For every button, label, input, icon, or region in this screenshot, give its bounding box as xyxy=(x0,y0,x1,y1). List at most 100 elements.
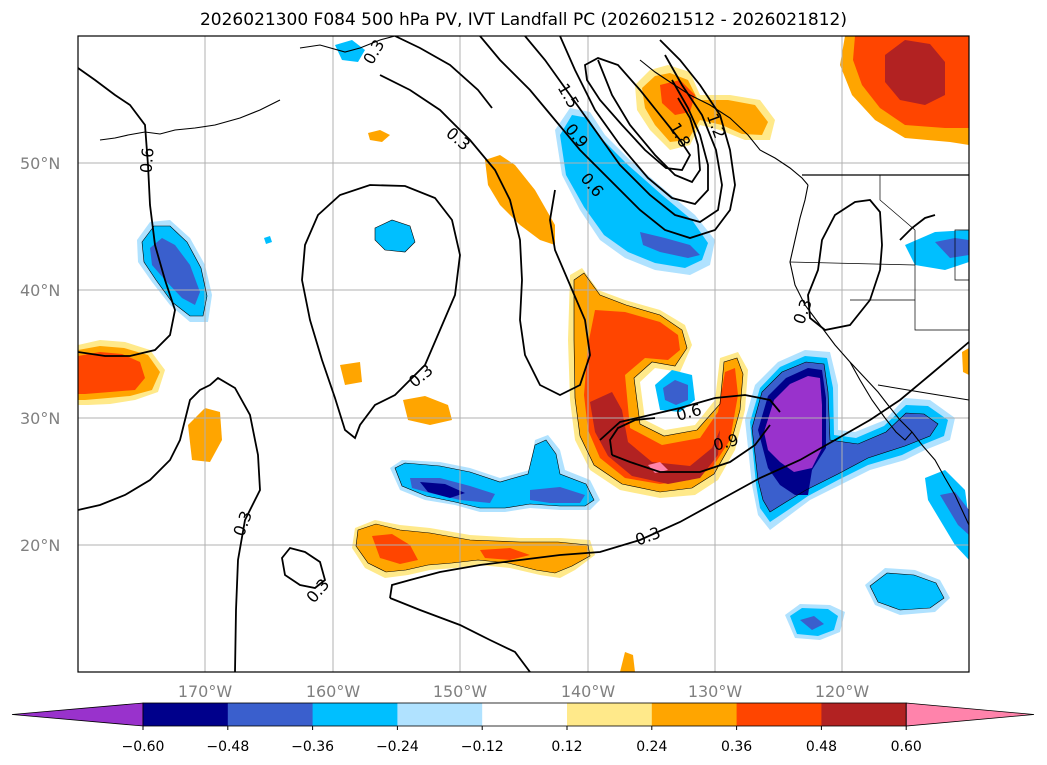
contour-inner-arc xyxy=(609,417,656,456)
colorbar-extend-high xyxy=(905,702,1035,727)
contour-label: 0.3 xyxy=(302,575,333,607)
colorbar-tick-label: 0.24 xyxy=(636,739,667,755)
contour-north-trough-3 xyxy=(559,36,709,206)
anomaly-hawaii-positive-mid xyxy=(372,534,530,564)
anomaly-outlines xyxy=(141,219,945,611)
contour-label: 0.3 xyxy=(359,36,388,68)
contour-south-long xyxy=(389,341,969,599)
contour-north-trough-6 xyxy=(394,36,493,109)
map-frame xyxy=(77,35,970,673)
anomaly-small-positive-b xyxy=(340,362,362,385)
contour-south-return xyxy=(389,597,531,672)
colorbar-tick-label: −0.48 xyxy=(206,739,249,755)
anomaly-westedge-positive-dark xyxy=(78,352,145,394)
colorbar-segment xyxy=(821,703,907,726)
contour-land xyxy=(807,199,883,331)
colorbar-segment xyxy=(143,703,229,726)
anomaly-midpacific-positive xyxy=(485,155,555,245)
anomaly-ne-positive-dark xyxy=(885,40,945,105)
contour-big-loop xyxy=(379,74,591,397)
contour-north-trough-1 xyxy=(479,36,736,239)
contour-label: 0.3 xyxy=(229,508,256,538)
anomaly-bc-coast-positive-mid xyxy=(642,73,768,142)
lat-label-30n: 30°N xyxy=(20,409,60,428)
contour-label: 0.3 xyxy=(633,523,663,550)
longitude-labels: 170°W 160°W 150°W 140°W 130°W 120°W xyxy=(178,682,870,701)
lon-label-170w: 170°W xyxy=(178,682,233,701)
lon-label-150w: 150°W xyxy=(433,682,488,701)
contour-north-trough-4 xyxy=(597,59,701,184)
outline-hawaii xyxy=(355,523,591,574)
anomaly-west-negative-b xyxy=(375,220,415,252)
colorbar-segment xyxy=(482,703,568,726)
bc-coast xyxy=(639,59,809,186)
outline-south-b xyxy=(869,572,945,611)
anomaly-subtropical-negative-dark xyxy=(420,482,465,498)
anomaly-south-negative-b-light xyxy=(870,573,944,610)
colorbar-tick-label: 0.12 xyxy=(551,739,582,755)
contour-west-tongue xyxy=(301,184,461,440)
outline-baja xyxy=(751,361,939,513)
contour-north-trough-2 xyxy=(524,36,723,223)
contour-land-east xyxy=(899,214,936,241)
contour-far-west xyxy=(78,67,176,357)
colorbar-tick-label: 0.60 xyxy=(891,739,922,755)
baja-peninsula xyxy=(849,361,913,441)
colorbar-segment xyxy=(567,703,653,726)
anomaly-south-positive xyxy=(620,652,635,672)
graticule xyxy=(78,36,969,672)
lon-label-130w: 130°W xyxy=(688,682,743,701)
country-border-us-mexico xyxy=(877,384,969,401)
anomaly-west-negative-a-mid xyxy=(150,238,200,305)
colorbar-extend-low xyxy=(11,702,144,727)
contour-label: 0.6 xyxy=(136,147,157,174)
anomaly-baja-negative-strong xyxy=(764,376,822,472)
colorbar-tick-label: 0.36 xyxy=(721,739,752,755)
anomaly-pnw-negative-mid xyxy=(640,232,700,258)
colorbar-segment xyxy=(312,703,398,726)
colorbar-tick-label: −0.24 xyxy=(376,739,419,755)
alaska-coast xyxy=(299,36,396,53)
colorbar-segment xyxy=(651,703,738,726)
contour-sw-1 xyxy=(78,376,261,672)
shaded-anomaly-fields xyxy=(78,36,969,672)
outline-west-b xyxy=(374,219,416,253)
lat-label-20n: 20°N xyxy=(20,536,60,555)
outline-west-a xyxy=(141,225,208,317)
colorbar-segment xyxy=(227,703,314,726)
coastlines xyxy=(99,36,969,526)
colorbar-tick-label: −0.12 xyxy=(461,739,504,755)
anomaly-great-basin-negative-mid xyxy=(935,238,969,258)
map-panel: 0.6 0.3 0.3 0.3 0.3 0.3 0.6 0.9 0.3 1.5 … xyxy=(78,36,969,672)
anomaly-eastedge-positive xyxy=(962,348,969,375)
anomaly-south-negative-a-mid xyxy=(800,616,824,630)
state-borders xyxy=(789,175,969,331)
colorbar-segment xyxy=(397,703,483,726)
map-title: 2026021300 F084 500 hPa PV, IVT Landfall… xyxy=(199,10,847,30)
anomaly-small-positive-a xyxy=(368,130,390,142)
contour-label: 0.3 xyxy=(789,296,816,326)
latitude-labels: 50°N 40°N 30°N 20°N xyxy=(20,154,60,555)
outline-central xyxy=(573,272,744,493)
lon-label-120w: 120°W xyxy=(815,682,870,701)
pv-contours xyxy=(78,36,969,672)
colorbar-tick-label: 0.48 xyxy=(806,739,837,755)
lat-label-40n: 40°N xyxy=(20,281,60,300)
contour-label: 0.3 xyxy=(405,360,437,391)
pnw-coast xyxy=(789,184,969,526)
aleutian-islands xyxy=(99,99,281,141)
colorbar-tick-label: −0.36 xyxy=(291,739,334,755)
contour-inner-0.6 xyxy=(599,394,781,441)
anomaly-pnw-negative-light xyxy=(560,115,708,268)
colorbar-segment xyxy=(736,703,822,726)
colorbar-tick-label: −0.60 xyxy=(122,739,165,755)
lon-label-140w: 140°W xyxy=(561,682,616,701)
anomaly-central-positive-dark xyxy=(590,392,720,484)
contour-inner-0.9 xyxy=(611,424,771,473)
anomaly-east-negative xyxy=(925,470,969,560)
contour-north-trough-5 xyxy=(584,57,692,171)
anomaly-east-negative-mid xyxy=(940,492,969,535)
outline-subtropical xyxy=(394,439,595,509)
anomaly-tiny-negative xyxy=(264,236,272,244)
